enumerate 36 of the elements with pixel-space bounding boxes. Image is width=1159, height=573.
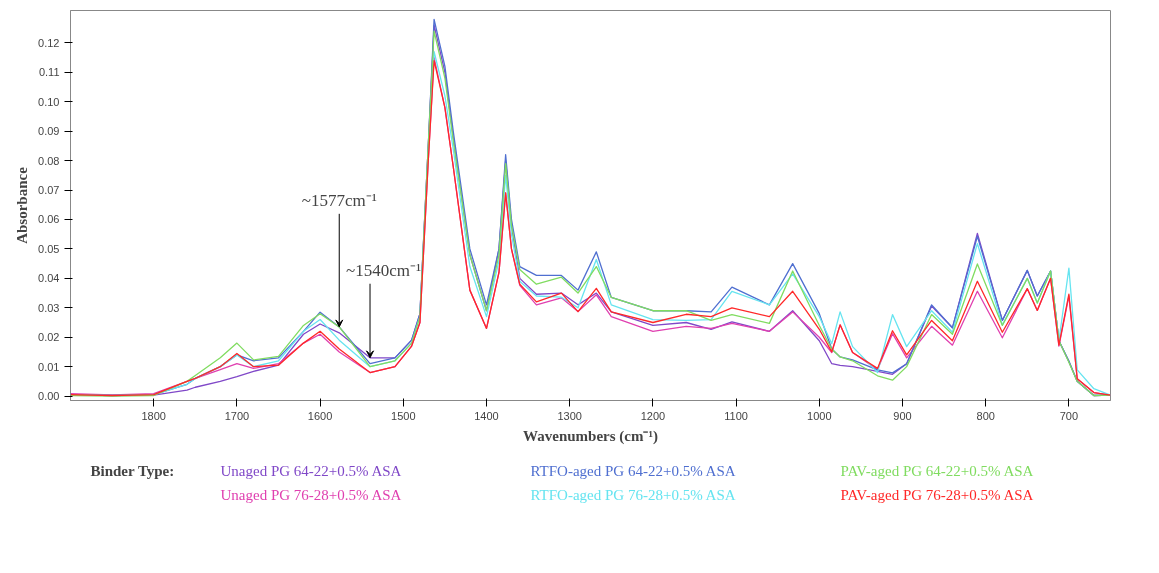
y-tick-label: 0.02 [38,331,60,344]
x-axis-title: Wavenumbers (cm⁻¹) [523,427,658,445]
y-tick-label: 0.03 [38,301,60,314]
x-tick-label: 1600 [307,409,333,422]
y-tick-label: 0.12 [38,36,60,49]
x-tick-label: 1400 [474,409,499,422]
y-tick-label: 0.01 [38,360,60,373]
text: RTFO-aged PG 76-28+0.5% ASA [530,486,736,503]
y-tick-label: 0.08 [38,154,60,167]
y-tick-label: 0.05 [38,242,60,255]
text: Unaged PG 64-22+0.5% ASA [220,462,402,479]
text: RTFO-aged PG 64-22+0.5% ASA [530,462,736,479]
x-tick-label: 1100 [724,409,748,422]
text: PAV-aged PG 64-22+0.5% ASA [840,462,1034,479]
annotation: ~1577cm⁻¹ [301,190,377,210]
x-tick-label: 800 [976,409,995,422]
y-tick-label: 0.10 [38,95,60,108]
x-tick-label: 1300 [557,409,582,422]
y-tick-label: 0.04 [38,272,60,285]
x-tick-label: 1000 [807,409,832,422]
x-tick-label: 1700 [224,409,250,422]
y-tick-label: 0.09 [38,125,60,138]
y-tick-label: 0.07 [38,184,60,197]
y-tick-label: 0.00 [38,390,60,403]
x-tick-label: 1500 [391,409,416,422]
x-tick-label: 900 [893,409,912,422]
y-axis-title: Absorbance [14,166,31,244]
legend-title: Binder Type: [90,462,175,479]
x-tick-label: 1200 [640,409,666,422]
text: Unaged PG 76-28+0.5% ASA [220,486,402,503]
text: PAV-aged PG 76-28+0.5% ASA [840,486,1034,503]
annotation: ~1540cm⁻¹ [346,260,422,280]
x-tick-label: 1800 [141,409,166,422]
y-tick-label: 0.11 [38,66,60,79]
x-tick-label: 700 [1059,409,1079,422]
y-tick-label: 0.06 [38,213,60,226]
